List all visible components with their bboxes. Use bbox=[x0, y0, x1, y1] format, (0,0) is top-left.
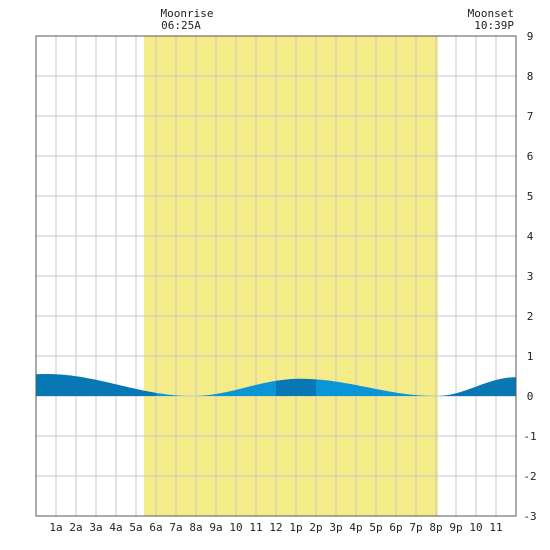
moonrise-label: Moonrise bbox=[161, 7, 214, 20]
moonrise-time: 06:25A bbox=[161, 19, 201, 32]
tide-area-segment bbox=[116, 384, 136, 396]
y-tick-label: 9 bbox=[527, 30, 534, 43]
tide-area-segment bbox=[356, 385, 376, 396]
tide-area-segment bbox=[216, 389, 236, 396]
tide-area-segment bbox=[296, 378, 316, 396]
tide-area-segment bbox=[376, 388, 396, 396]
x-tick-label: 4p bbox=[349, 521, 362, 534]
x-tick-label: 10 bbox=[229, 521, 242, 534]
tide-area-segment bbox=[256, 380, 276, 396]
tide-area-segment bbox=[36, 374, 56, 396]
tide-area-segment bbox=[176, 395, 196, 396]
y-tick-label: -2 bbox=[523, 470, 536, 483]
x-tick-label: 12 bbox=[269, 521, 282, 534]
x-tick-label: 5a bbox=[129, 521, 142, 534]
plot-border bbox=[35, 35, 517, 517]
x-tick-label: 8a bbox=[189, 521, 202, 534]
y-axis-labels: -3 -2 -1 0 1 2 3 4 5 6 7 8 9 bbox=[523, 30, 536, 523]
y-tick-label: 2 bbox=[527, 310, 534, 323]
grid-layer bbox=[36, 36, 516, 516]
tide-area-segment bbox=[56, 374, 76, 396]
x-tick-label: 8p bbox=[429, 521, 442, 534]
moonset-time: 10:39P bbox=[474, 19, 514, 32]
x-tick-label: 1p bbox=[289, 521, 302, 534]
moonset-label: Moonset bbox=[468, 7, 514, 20]
x-tick-label: 7p bbox=[409, 521, 422, 534]
x-tick-label: 5p bbox=[369, 521, 382, 534]
x-tick-label: 1a bbox=[49, 521, 62, 534]
tide-area-segment bbox=[496, 377, 516, 396]
y-tick-label: 1 bbox=[527, 350, 534, 363]
tide-area-segment bbox=[316, 379, 336, 396]
tide-area-segment bbox=[276, 378, 296, 396]
x-tick-label: 2a bbox=[69, 521, 82, 534]
x-tick-label: 4a bbox=[109, 521, 122, 534]
tide-area-segment bbox=[396, 392, 416, 396]
y-tick-label: 6 bbox=[527, 150, 534, 163]
tide-area-segment bbox=[136, 388, 156, 396]
y-tick-label: 3 bbox=[527, 270, 534, 283]
tide-area-segment bbox=[456, 386, 476, 396]
x-tick-label: 2p bbox=[309, 521, 322, 534]
x-tick-label: 6p bbox=[389, 521, 402, 534]
y-tick-label: 5 bbox=[527, 190, 534, 203]
x-tick-label: 3p bbox=[329, 521, 342, 534]
y-tick-label: 7 bbox=[527, 110, 534, 123]
tide-area-layer bbox=[36, 374, 516, 396]
tide-area-segment bbox=[76, 376, 96, 396]
tide-area-segment bbox=[96, 379, 116, 396]
x-tick-label: 9a bbox=[209, 521, 222, 534]
y-tick-label: -1 bbox=[523, 430, 536, 443]
tide-area-segment bbox=[436, 393, 456, 396]
y-tick-label: 0 bbox=[527, 390, 534, 403]
y-tick-label: 8 bbox=[527, 70, 534, 83]
tide-area-segment bbox=[336, 381, 356, 396]
x-tick-label: 10 bbox=[469, 521, 482, 534]
y-tick-label: -3 bbox=[523, 510, 536, 523]
y-tick-label: 4 bbox=[527, 230, 534, 243]
x-tick-label: 11 bbox=[249, 521, 262, 534]
tide-area-segment bbox=[156, 392, 176, 396]
x-axis-labels: 1a 2a 3a 4a 5a 6a 7a 8a 9a 10 11 12 1p 2p 3p 4p 5p 6p 7p 8p… bbox=[49, 521, 502, 534]
x-tick-label: 11 bbox=[489, 521, 502, 534]
x-tick-label: 6a bbox=[149, 521, 162, 534]
x-tick-label: 9p bbox=[449, 521, 462, 534]
tide-area-segment bbox=[196, 393, 216, 396]
x-tick-label: 7a bbox=[169, 521, 182, 534]
tide-area-segment bbox=[476, 379, 496, 396]
tide-area-segment bbox=[236, 384, 256, 396]
tide-area-segment bbox=[416, 395, 436, 396]
x-tick-label: 3a bbox=[89, 521, 102, 534]
